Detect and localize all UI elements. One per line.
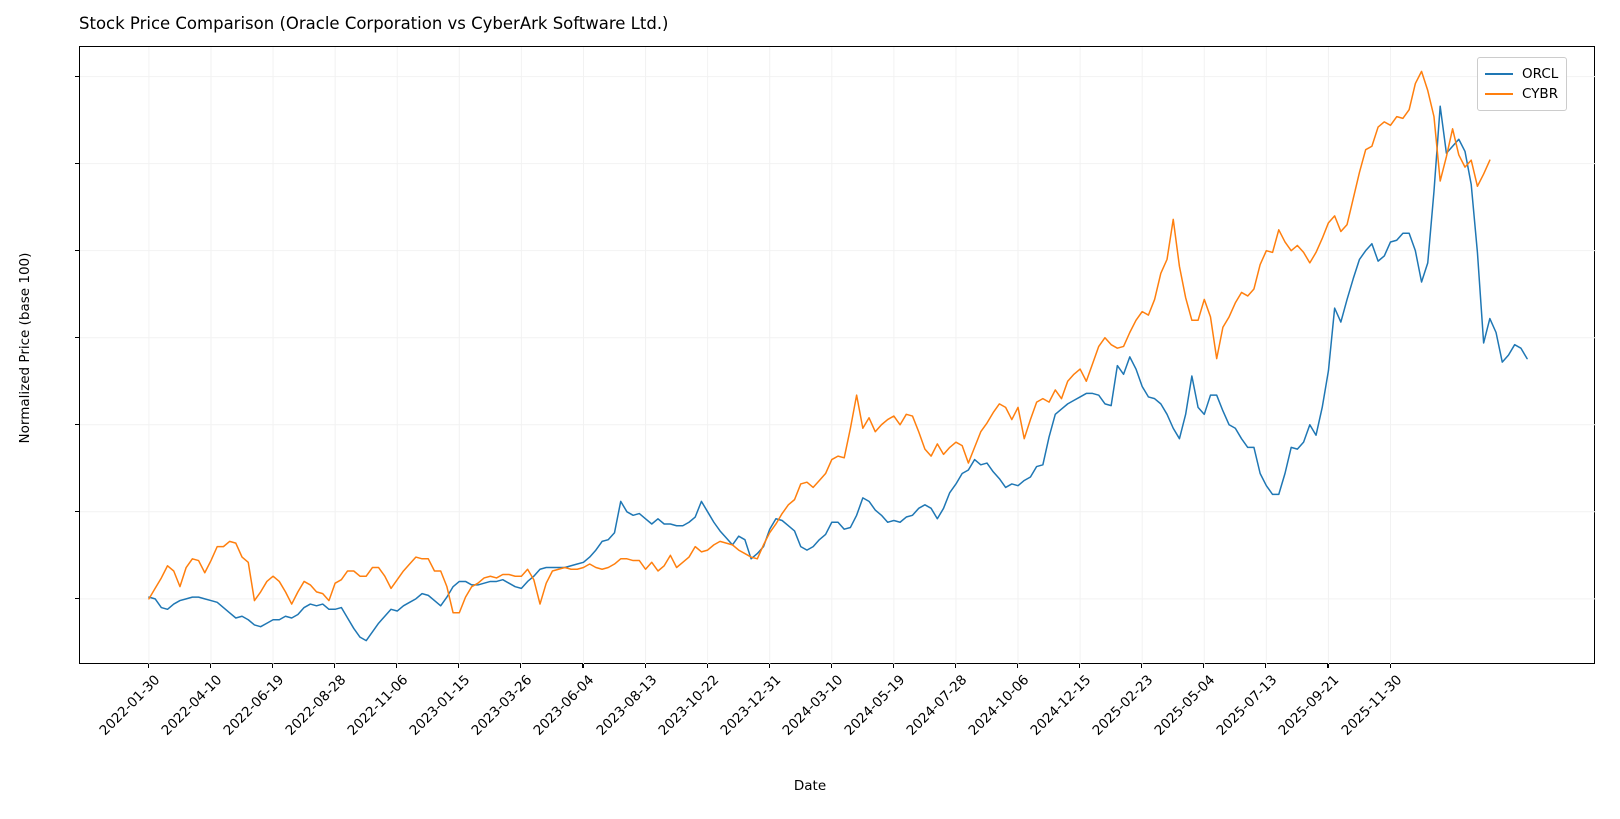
y-tick-mark bbox=[75, 249, 79, 251]
x-axis-label: Date bbox=[793, 778, 827, 794]
x-tick-mark bbox=[644, 664, 646, 668]
y-tick-mark bbox=[75, 336, 79, 338]
x-tick-mark bbox=[334, 664, 336, 668]
grid-lines bbox=[80, 47, 1596, 665]
y-tick-mark bbox=[75, 75, 79, 77]
series-line-cybr bbox=[148, 70, 1491, 614]
legend-item-cybr[interactable]: CYBR bbox=[1485, 84, 1558, 104]
x-tick-mark bbox=[209, 664, 212, 668]
plot-area bbox=[79, 46, 1596, 665]
data-lines bbox=[148, 70, 1528, 642]
x-tick-mark bbox=[1265, 664, 1267, 668]
x-tick-mark bbox=[458, 664, 460, 668]
legend[interactable]: ORCL CYBR bbox=[1477, 57, 1568, 111]
x-tick-mark bbox=[706, 664, 708, 668]
x-tick-mark bbox=[147, 664, 149, 668]
x-tick-mark bbox=[1079, 664, 1081, 668]
page-title: Stock Price Comparison (Oracle Corporati… bbox=[79, 14, 669, 33]
y-tick-mark bbox=[75, 162, 79, 164]
x-tick-mark bbox=[954, 664, 957, 668]
x-tick-mark bbox=[520, 664, 522, 668]
x-tick-mark bbox=[1389, 664, 1391, 668]
x-tick-mark bbox=[1327, 664, 1329, 668]
x-tick-mark bbox=[1017, 664, 1019, 668]
x-tick-mark bbox=[1141, 664, 1143, 668]
legend-label: CYBR bbox=[1522, 86, 1559, 102]
series-line-orcl bbox=[148, 105, 1528, 642]
y-tick-mark bbox=[75, 597, 79, 599]
x-tick-mark bbox=[396, 664, 398, 668]
x-tick-mark bbox=[892, 664, 894, 668]
legend-label: ORCL bbox=[1522, 66, 1559, 82]
x-tick-mark bbox=[582, 664, 584, 668]
legend-swatch-cybr bbox=[1485, 92, 1513, 96]
x-tick-mark bbox=[272, 664, 274, 668]
legend-swatch-orcl bbox=[1485, 72, 1513, 76]
y-axis-label: Normalized Price (base 100) bbox=[17, 252, 33, 444]
y-tick-mark bbox=[75, 423, 79, 425]
x-tick-mark bbox=[830, 664, 832, 668]
x-tick-mark bbox=[768, 664, 770, 668]
x-tick-mark bbox=[1203, 664, 1205, 668]
legend-item-orcl[interactable]: ORCL bbox=[1485, 64, 1558, 84]
y-tick-mark bbox=[75, 510, 79, 512]
